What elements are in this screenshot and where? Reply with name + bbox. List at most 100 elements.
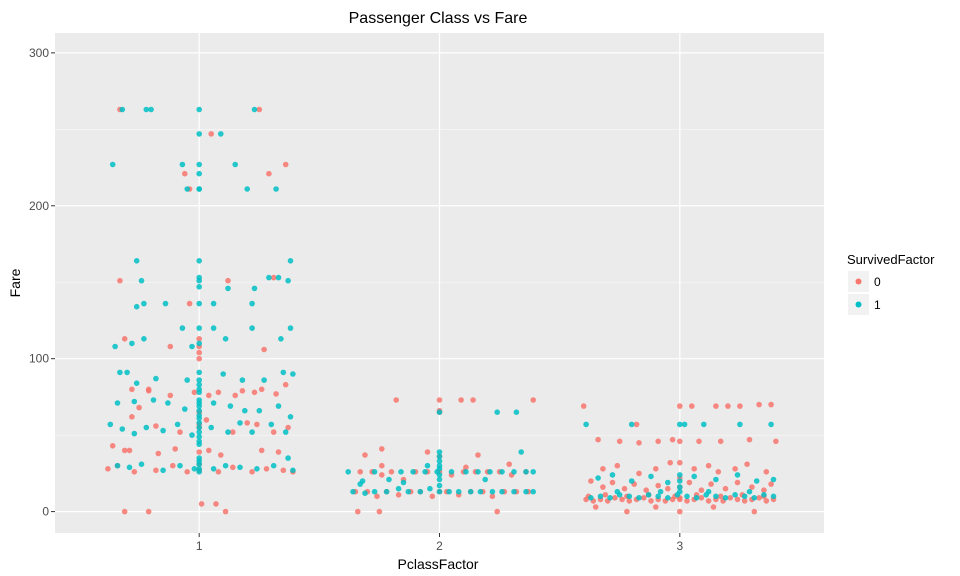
data-point-survived-0: [705, 462, 712, 469]
data-point-survived-1: [160, 467, 166, 474]
data-point-survived-1: [210, 466, 217, 472]
data-point-survived-0: [600, 484, 606, 490]
data-point-survived-1: [160, 427, 166, 434]
data-point-survived-0: [677, 508, 683, 515]
data-point-survived-1: [741, 493, 748, 500]
data-point-survived-0: [388, 469, 395, 475]
data-point-survived-0: [282, 161, 289, 168]
data-point-survived-1: [287, 258, 294, 264]
data-point-survived-1: [114, 400, 121, 406]
data-point-survived-0: [463, 464, 469, 471]
data-point-survived-1: [268, 421, 275, 428]
data-point-survived-0: [379, 462, 385, 469]
data-point-survived-1: [713, 476, 719, 483]
data-point-survived-0: [424, 449, 431, 455]
data-point-survived-0: [230, 464, 236, 471]
data-point-survived-1: [400, 479, 407, 486]
x-tick-label: 2: [436, 539, 443, 553]
data-point-survived-1: [371, 469, 378, 475]
data-point-survived-1: [655, 493, 661, 500]
legend-key-point: [855, 301, 862, 308]
data-point-survived-0: [717, 493, 724, 500]
data-point-survived-1: [196, 461, 202, 468]
data-point-survived-0: [708, 481, 714, 487]
data-point-survived-0: [182, 170, 188, 177]
data-point-survived-1: [150, 397, 157, 403]
data-point-survived-1: [386, 476, 392, 483]
data-point-survived-0: [436, 397, 443, 403]
data-point-survived-0: [215, 469, 222, 475]
data-point-survived-0: [196, 449, 202, 455]
data-point-survived-0: [710, 504, 717, 510]
data-point-survived-1: [350, 488, 356, 495]
data-point-survived-1: [734, 472, 741, 478]
data-point-survived-0: [686, 479, 693, 486]
data-point-survived-0: [145, 508, 152, 515]
data-point-survived-1: [131, 430, 138, 437]
data-point-survived-1: [677, 488, 683, 495]
data-point-survived-0: [756, 401, 762, 408]
data-point-survived-1: [220, 371, 226, 377]
data-point-survived-0: [494, 508, 501, 515]
data-point-survived-1: [285, 455, 291, 461]
data-point-survived-0: [177, 429, 183, 435]
data-point-survived-0: [395, 492, 402, 498]
data-point-survived-1: [477, 488, 484, 495]
data-point-survived-1: [261, 377, 267, 383]
data-point-survived-1: [196, 424, 202, 431]
y-tick-label: 0: [42, 505, 49, 519]
data-point-survived-0: [117, 277, 123, 284]
data-point-survived-1: [196, 325, 202, 331]
data-point-survived-1: [436, 466, 443, 472]
data-point-survived-1: [174, 421, 181, 428]
y-axis-title: Fare: [7, 268, 23, 297]
data-point-survived-1: [251, 285, 258, 292]
data-point-survived-1: [518, 449, 524, 455]
data-point-survived-1: [275, 403, 282, 409]
data-point-survived-1: [657, 488, 664, 495]
data-point-survived-1: [614, 488, 621, 495]
data-point-survived-0: [717, 438, 724, 445]
data-point-survived-0: [145, 386, 152, 393]
data-point-survived-1: [482, 476, 489, 483]
data-point-survived-0: [727, 495, 734, 501]
data-point-survived-1: [677, 472, 683, 478]
data-point-survived-1: [133, 380, 140, 387]
data-point-survived-1: [177, 462, 183, 469]
data-point-survived-0: [734, 479, 741, 486]
data-point-survived-1: [138, 461, 145, 468]
legend: SurvivedFactor 0 1: [847, 252, 935, 315]
data-point-survived-0: [251, 389, 258, 396]
data-point-survived-1: [436, 488, 443, 495]
data-point-survived-1: [196, 403, 202, 409]
data-point-survived-0: [609, 479, 616, 486]
legend-label: 1: [874, 298, 881, 312]
data-point-survived-0: [746, 436, 753, 443]
data-point-survived-1: [278, 336, 284, 342]
data-point-survived-1: [280, 369, 287, 376]
data-point-survived-1: [237, 420, 243, 426]
data-point-survived-1: [182, 406, 188, 412]
data-point-survived-1: [732, 492, 738, 498]
data-point-survived-0: [153, 423, 159, 429]
data-point-survived-1: [184, 186, 190, 192]
data-point-survived-1: [232, 161, 238, 168]
data-point-survived-0: [705, 498, 712, 504]
data-point-survived-0: [600, 466, 606, 472]
data-point-survived-0: [636, 440, 642, 446]
data-point-survived-0: [595, 436, 601, 443]
data-point-survived-1: [357, 481, 364, 487]
data-point-survived-0: [244, 420, 250, 426]
data-point-survived-0: [280, 467, 287, 474]
data-point-survived-1: [196, 441, 202, 448]
data-point-survived-0: [196, 355, 202, 362]
data-point-survived-0: [592, 504, 599, 510]
data-point-survived-1: [701, 421, 707, 428]
data-point-survived-1: [398, 469, 404, 475]
data-point-survived-1: [626, 493, 633, 500]
data-point-survived-1: [153, 375, 159, 382]
data-point-survived-1: [244, 186, 250, 192]
data-point-survived-1: [196, 106, 202, 113]
data-point-survived-0: [239, 388, 246, 394]
